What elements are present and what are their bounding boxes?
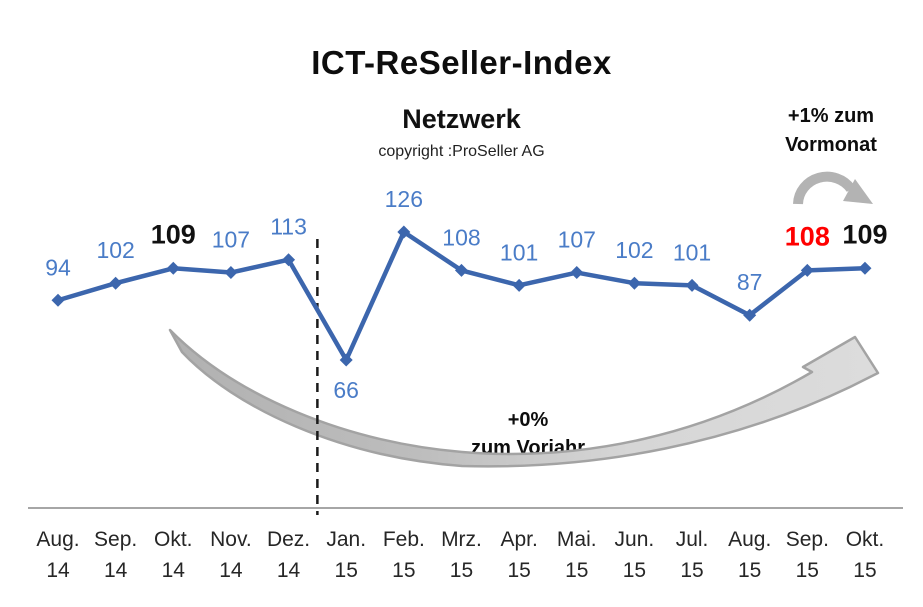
x-axis-month-label: Okt. — [846, 528, 885, 551]
x-axis-month-label: Nov. — [210, 528, 252, 551]
x-axis-month-label: Mai. — [557, 528, 597, 551]
data-label: 66 — [333, 377, 359, 403]
data-label: 102 — [615, 237, 653, 263]
x-axis-month-label: Jul. — [676, 528, 709, 551]
data-point-marker — [743, 308, 757, 322]
data-point-marker — [570, 266, 584, 280]
x-axis-month-label: Feb. — [383, 528, 425, 551]
data-point-marker — [166, 261, 180, 275]
data-label: 107 — [212, 227, 250, 253]
data-point-marker — [627, 276, 641, 290]
data-label: 94 — [45, 254, 71, 280]
x-axis-month-label: Aug. — [36, 528, 79, 551]
month-over-month-arrow-head — [843, 179, 873, 204]
data-label: 126 — [385, 186, 423, 212]
data-point-marker — [224, 266, 238, 280]
chart-title: ICT-ReSeller-Index — [311, 44, 612, 81]
data-point-marker — [454, 263, 468, 277]
mom-annotation-line1: +1% zum — [787, 105, 875, 127]
data-point-marker — [282, 253, 296, 267]
year-over-year-arrow — [168, 328, 880, 468]
mom-annotation-line2: Vormonat — [785, 134, 877, 156]
data-label: 102 — [96, 237, 134, 263]
x-axis-month-label: Dez. — [267, 528, 310, 551]
data-point-marker — [858, 261, 872, 275]
month-over-month-annotation: +1% zum Vormonat — [731, 102, 923, 160]
data-label: 101 — [673, 239, 711, 265]
x-axis-year-label: 14 — [46, 559, 70, 582]
data-point-marker — [685, 278, 699, 292]
x-axis-year-label: 15 — [335, 559, 358, 582]
data-point-marker — [397, 225, 411, 239]
data-point-marker — [800, 263, 814, 277]
data-label: 108 — [785, 221, 830, 251]
x-axis-year-label: 15 — [507, 559, 530, 582]
x-axis-month-label: Jan. — [326, 528, 366, 551]
data-label: 107 — [558, 227, 596, 253]
yoy-annotation-line1: +0% — [507, 409, 549, 431]
x-axis-year-label: 15 — [738, 559, 761, 582]
x-axis-month-label: Sep. — [94, 528, 137, 551]
x-axis-year-label: 15 — [796, 559, 819, 582]
x-axis-month-label: Sep. — [786, 528, 829, 551]
x-axis-month-label: Mrz. — [441, 528, 482, 551]
data-label: 113 — [270, 214, 307, 240]
data-point-marker — [109, 276, 123, 290]
x-axis-month-label: Okt. — [154, 528, 193, 551]
data-label: 108 — [442, 224, 480, 250]
x-axis-month-label: Aug. — [728, 528, 771, 551]
x-axis-year-label: 15 — [853, 559, 876, 582]
x-axis-year-label: 14 — [277, 559, 301, 582]
x-axis-year-label: 15 — [680, 559, 703, 582]
data-label: 109 — [842, 219, 887, 249]
data-label: 87 — [737, 269, 763, 295]
chart-copyright: copyright :ProSeller AG — [378, 143, 545, 160]
plot-area: 94 102 109 107 113 66 126 108 101 107 102 101 87 108 1… — [28, 186, 903, 582]
data-point-marker — [512, 278, 526, 292]
data-label: 101 — [500, 239, 538, 265]
data-label: 109 — [151, 219, 196, 249]
x-axis-year-label: 14 — [219, 559, 243, 582]
x-axis-year-label: 15 — [623, 559, 646, 582]
data-point-marker — [339, 353, 353, 367]
chart-subtitle: Netzwerk — [402, 104, 521, 134]
x-axis-month-label: Jun. — [615, 528, 655, 551]
x-axis-year-label: 15 — [392, 559, 415, 582]
x-axis-year-label: 15 — [450, 559, 473, 582]
x-axis-month-label: Apr. — [500, 528, 537, 551]
x-axis-year-label: 14 — [104, 559, 128, 582]
data-point-marker — [51, 293, 65, 307]
x-axis-year-label: 14 — [162, 559, 186, 582]
month-over-month-arrow-arc — [793, 171, 856, 205]
x-axis-year-label: 15 — [565, 559, 588, 582]
